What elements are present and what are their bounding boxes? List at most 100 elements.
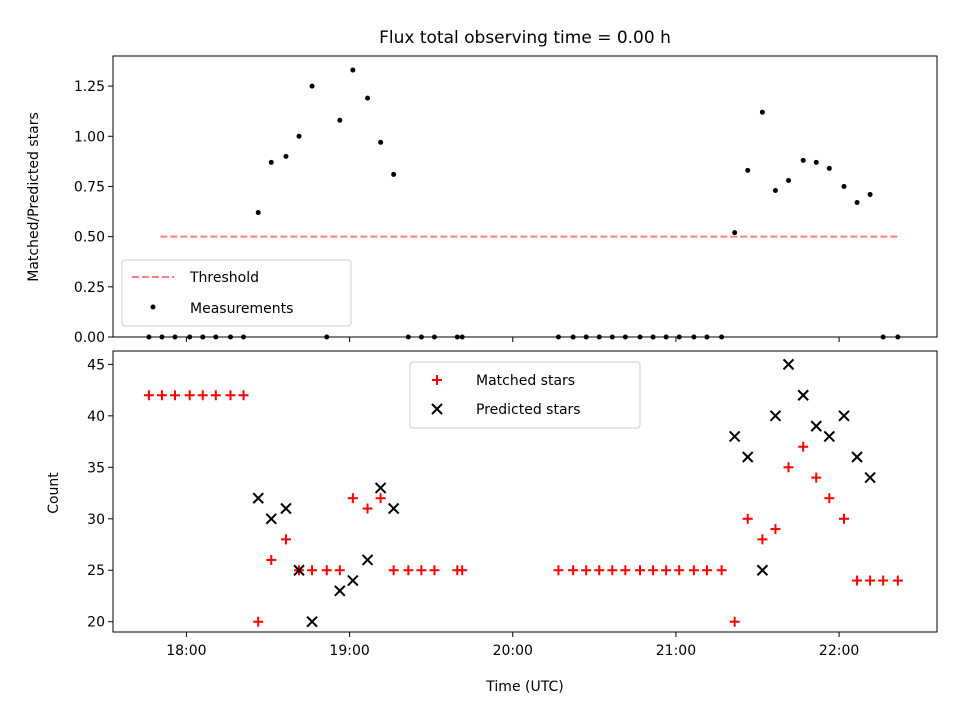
matched-star-marker (620, 565, 631, 576)
measurement-point (309, 83, 315, 89)
matched-star-marker (892, 575, 903, 586)
predicted-star-marker (306, 615, 318, 628)
predicted-star-marker (742, 451, 754, 463)
measurement-point (378, 139, 384, 145)
matched-star-marker (156, 390, 167, 401)
matched-star-marker (729, 616, 740, 627)
matched-star-marker (429, 565, 440, 576)
matched-star-marker (280, 534, 291, 545)
matched-star-marker (375, 493, 386, 504)
predicted-star-marker (252, 492, 264, 504)
measurement-point (867, 191, 873, 197)
matched-star-marker (347, 493, 358, 504)
measurements-legend-swatch (150, 304, 156, 310)
measurement-point (813, 159, 819, 165)
matched-star-marker (321, 565, 332, 576)
bottom-y-tick-label: 20 (87, 615, 105, 631)
measurement-point (826, 165, 832, 171)
bottom-legend: Matched stars Predicted stars (409, 361, 641, 429)
bottom-y-tick-label: 25 (87, 563, 105, 579)
predicted-star-marker (728, 430, 741, 443)
measurement-point (772, 187, 778, 193)
matched-star-marker (197, 390, 208, 401)
matched-star-marker (878, 575, 889, 586)
measurement-point (854, 200, 860, 206)
predicted-star-marker (387, 502, 400, 515)
matched-star-marker (838, 513, 849, 524)
predicted-star-marker (347, 574, 359, 587)
matched-star-marker (238, 390, 249, 401)
bottom-y-tick-label: 40 (87, 409, 105, 425)
matched-star-marker (635, 565, 646, 576)
bottom-x-tick-label: 19:00 (329, 643, 369, 659)
bottom-y-tick-label: 30 (87, 512, 105, 528)
matched-star-marker (852, 575, 863, 586)
threshold-legend-label: Threshold (189, 270, 259, 286)
matched-star-marker (811, 472, 822, 483)
matched-star-marker (568, 565, 579, 576)
matched-star-marker (661, 565, 672, 576)
top-legend: Threshold Measurements (121, 259, 352, 327)
top-y-tick-label: 0.00 (74, 330, 105, 346)
matched-star-marker (388, 565, 399, 576)
top-panel: Flux total observing time = 0.00 h 0.00 0… (26, 28, 938, 346)
bottom-x-axis-label: Time (UTC) (485, 679, 563, 695)
predicted-star-marker (782, 358, 795, 371)
matched-star-marker (143, 390, 154, 401)
top-y-tick-label: 1.00 (74, 129, 105, 145)
matched-star-marker (184, 390, 195, 401)
matched-star-marker (824, 493, 835, 504)
measurement-point (786, 177, 792, 183)
bottom-x-tick-label: 20:00 (493, 643, 533, 659)
bottom-y-axis: 20 25 30 35 40 45 (87, 357, 113, 631)
bottom-legend-box (409, 361, 641, 429)
predicted-star-marker (810, 420, 822, 432)
measurement-point (759, 109, 765, 115)
top-x-axis-ticks (185, 337, 840, 342)
predicted-legend-label: Predicted stars (476, 402, 581, 418)
matched-star-marker (253, 616, 264, 627)
matched-star-marker (457, 565, 468, 576)
measurement-point (350, 67, 356, 73)
top-chart-title: Flux total observing time = 0.00 h (379, 28, 671, 48)
predicted-star-marker (293, 564, 305, 576)
predicted-star-marker (769, 410, 782, 422)
matched-star-marker (770, 524, 781, 535)
bottom-x-tick-label: 22:00 (819, 643, 859, 659)
top-y-tick-label: 0.50 (74, 230, 105, 246)
matched-star-marker (307, 565, 318, 576)
matched-star-marker (798, 441, 809, 452)
measurement-point (365, 95, 371, 101)
matched-star-marker (581, 565, 592, 576)
bottom-y-tick-label: 35 (87, 460, 105, 476)
predicted-star-marker (334, 585, 346, 597)
predicted-star-marker (265, 513, 277, 525)
bottom-x-tick-label: 21:00 (656, 643, 696, 659)
measurement-point (268, 159, 274, 165)
matched-legend-label: Matched stars (476, 373, 575, 389)
predicted-star-marker (361, 554, 374, 566)
matched-star-marker (553, 565, 564, 576)
predicted-star-marker (756, 564, 769, 576)
matched-star-marker (416, 565, 427, 576)
predicted-star-marker (797, 389, 809, 401)
matched-star-marker (170, 390, 181, 401)
matched-star-marker (742, 513, 753, 524)
matched-star-marker (362, 503, 373, 514)
measurement-point (391, 171, 397, 177)
matched-star-marker (607, 565, 618, 576)
predicted-star-marker (864, 471, 876, 484)
bottom-x-axis: 18:00 19:00 20:00 21:00 22:00 (166, 632, 859, 659)
matched-star-marker (210, 390, 221, 401)
matched-star-marker (716, 565, 727, 576)
matched-star-marker (783, 462, 794, 473)
top-legend-box (121, 259, 352, 327)
measurement-point (255, 210, 261, 216)
matched-star-marker (648, 565, 659, 576)
matched-star-marker (757, 534, 768, 545)
matched-star-marker (594, 565, 605, 576)
matched-stars-series (143, 390, 903, 627)
measurement-point (337, 117, 343, 123)
